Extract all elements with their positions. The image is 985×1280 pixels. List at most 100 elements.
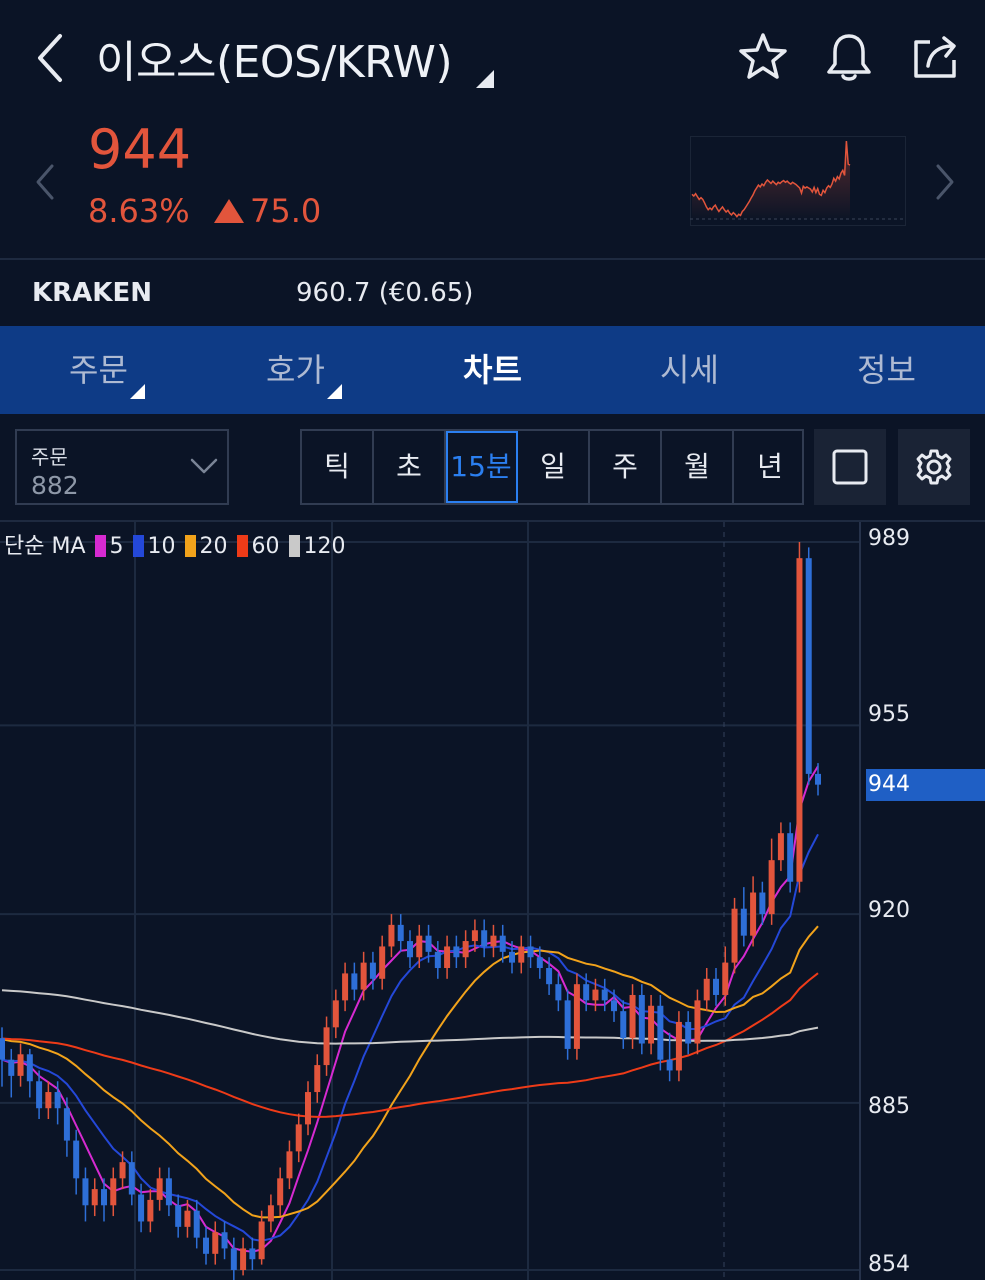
candle [675, 1011, 682, 1082]
exchange-name: KRAKEN [32, 278, 152, 308]
candle [119, 1151, 126, 1190]
section-tabs: 주문 호가 차트 시세 정보 [0, 326, 985, 414]
candle [91, 1178, 98, 1217]
legend-ma20: 20 [199, 534, 228, 559]
candle [295, 1113, 302, 1163]
ma-line-60 [1, 972, 819, 1118]
settings-button[interactable] [898, 429, 970, 505]
candle [453, 935, 460, 969]
candle [768, 838, 775, 925]
current-price: 944 [88, 118, 192, 181]
exchange-price-row: KRAKEN 960.7 (€0.65) [0, 258, 985, 326]
chart-controls: 주문 882 틱 초 15분 일 주 월 년 [0, 414, 985, 520]
candle [527, 935, 534, 969]
ma-line-120 [1, 989, 819, 1045]
candle [796, 542, 803, 893]
timeframe-second[interactable]: 초 [374, 431, 446, 503]
candlestick-chart[interactable]: 단순 MA 5 10 20 60 120 989 955 920 885 854… [0, 520, 985, 1280]
candle [629, 984, 636, 1049]
tab-corner-icon [130, 384, 145, 399]
change-amount: 75.0 [214, 192, 321, 230]
tab-corner-icon [327, 384, 342, 399]
candle [750, 876, 757, 947]
candle [379, 935, 386, 990]
candle [147, 1189, 154, 1233]
timeframe-day[interactable]: 일 [518, 431, 590, 503]
legend-ma60: 60 [251, 534, 280, 559]
candle [240, 1237, 247, 1276]
candle [17, 1043, 24, 1087]
prev-coin-chevron-icon[interactable] [30, 160, 60, 204]
candle [444, 935, 451, 979]
timeframe-year[interactable]: 년 [757, 450, 783, 483]
candle [342, 962, 349, 1012]
candle [666, 1032, 673, 1082]
star-icon[interactable] [736, 30, 790, 84]
change-percent: 8.63% [88, 192, 190, 230]
candle [128, 1151, 135, 1206]
candle [722, 946, 729, 1006]
candle [212, 1221, 219, 1265]
candle [221, 1221, 228, 1260]
candle [490, 924, 497, 958]
tab-orderbook[interactable]: 호가 [197, 326, 394, 414]
tab-order[interactable]: 주문 [0, 326, 197, 414]
legend-swatch-ma5 [94, 535, 106, 557]
square-icon [832, 449, 868, 485]
candle [731, 897, 738, 974]
candle [110, 1167, 117, 1217]
back-chevron-icon[interactable] [28, 30, 72, 86]
timeframe-15min[interactable]: 15분 [446, 431, 518, 503]
candle [573, 973, 580, 1060]
candle [286, 1140, 293, 1190]
candle [156, 1167, 163, 1211]
tab-info[interactable]: 정보 [857, 351, 916, 389]
share-icon[interactable] [908, 30, 962, 84]
legend-swatch-ma10 [132, 535, 144, 557]
candle [759, 881, 766, 925]
candle [536, 946, 543, 979]
candle [518, 935, 525, 974]
candle [703, 968, 710, 1012]
candle [165, 1167, 172, 1217]
candle [583, 973, 590, 1012]
title-dropdown-caret-icon[interactable] [476, 70, 494, 88]
candle [267, 1194, 274, 1233]
candle [351, 962, 358, 1001]
candle [592, 978, 599, 1012]
order-select-value: 882 [31, 471, 79, 500]
candle [203, 1226, 209, 1265]
y-axis-label: 854 [868, 1252, 910, 1277]
next-coin-chevron-icon[interactable] [930, 160, 960, 204]
candle [397, 914, 404, 952]
candle [777, 822, 784, 871]
candle [740, 887, 747, 947]
bell-icon[interactable] [822, 30, 876, 84]
candle [499, 924, 506, 963]
page-title: 이오스(EOS/KRW) [96, 37, 453, 88]
timeframe-week[interactable]: 주 [590, 431, 662, 503]
legend-ma120: 120 [303, 534, 346, 559]
candle [685, 1011, 692, 1055]
candle [713, 968, 719, 1006]
chart-canvas[interactable] [0, 522, 985, 1280]
fullscreen-button[interactable] [814, 429, 886, 505]
candle [471, 919, 478, 952]
timeframe-month[interactable]: 월 [662, 431, 734, 503]
legend-swatch-ma20 [184, 535, 196, 557]
y-axis-label: 989 [868, 526, 910, 551]
candle [434, 941, 441, 979]
candle [332, 989, 339, 1039]
candle [36, 1070, 43, 1120]
candle [45, 1081, 52, 1120]
timeframe-tick[interactable]: 틱 [302, 431, 374, 503]
candle [26, 1048, 33, 1098]
candle [8, 1048, 15, 1098]
candle [694, 989, 701, 1055]
order-select-label: 주문 [31, 445, 68, 469]
candle [815, 763, 821, 796]
tab-quotes[interactable]: 시세 [660, 351, 719, 389]
order-select[interactable]: 주문 882 [15, 429, 229, 505]
tab-chart[interactable]: 차트 [463, 351, 522, 389]
y-axis-label: 920 [868, 898, 910, 923]
